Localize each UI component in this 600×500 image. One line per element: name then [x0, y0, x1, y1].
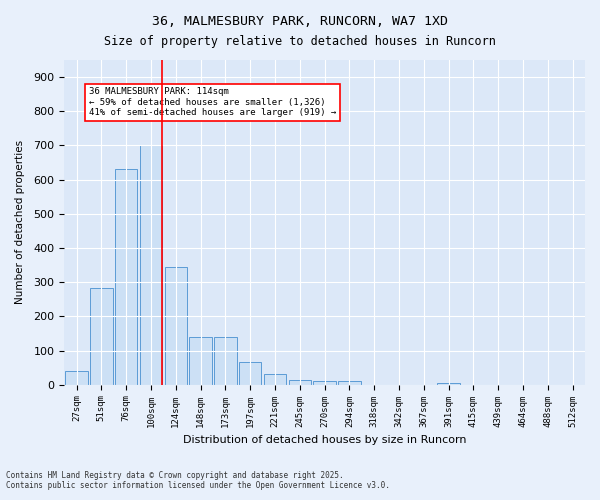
X-axis label: Distribution of detached houses by size in Runcorn: Distribution of detached houses by size …	[183, 435, 466, 445]
Text: 36 MALMESBURY PARK: 114sqm
← 59% of detached houses are smaller (1,326)
41% of s: 36 MALMESBURY PARK: 114sqm ← 59% of deta…	[89, 88, 336, 117]
Text: Size of property relative to detached houses in Runcorn: Size of property relative to detached ho…	[104, 35, 496, 48]
Bar	[338, 382, 361, 384]
Text: 36, MALMESBURY PARK, RUNCORN, WA7 1XD: 36, MALMESBURY PARK, RUNCORN, WA7 1XD	[152, 15, 448, 28]
Bar	[214, 337, 236, 384]
Bar	[115, 170, 137, 384]
Text: Contains HM Land Registry data © Crown copyright and database right 2025.
Contai: Contains HM Land Registry data © Crown c…	[6, 470, 390, 490]
Bar	[65, 371, 88, 384]
Y-axis label: Number of detached properties: Number of detached properties	[15, 140, 25, 304]
Bar	[264, 374, 286, 384]
Bar	[90, 288, 113, 384]
Bar	[190, 337, 212, 384]
Bar	[289, 380, 311, 384]
Bar	[313, 382, 336, 384]
Bar	[239, 362, 262, 384]
Bar	[437, 383, 460, 384]
Bar	[164, 267, 187, 384]
Bar	[140, 146, 162, 384]
